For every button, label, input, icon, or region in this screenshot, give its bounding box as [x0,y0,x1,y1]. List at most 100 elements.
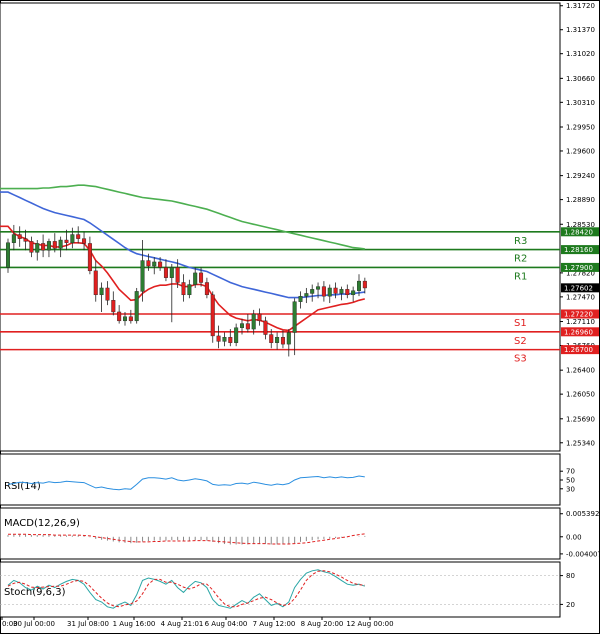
candle-bullish [187,284,192,296]
candle-bearish [52,241,57,249]
candle-bearish [228,337,233,343]
level-price-tag [561,227,599,237]
macd-panel: MACD(12,26,9) 0.005392 0.00 -0.004007 [0,507,600,560]
candle-bullish [122,316,127,322]
time-tick-label: 6 Aug 04:00 [205,620,248,628]
candle-bullish [304,293,309,297]
level-label-s2: S2 [514,336,527,347]
level-label-s1: S1 [514,318,527,329]
price-tick-label: 1.31720 [566,2,595,10]
ema-slow-line [0,184,365,250]
candle-bearish [29,241,34,253]
candle-bearish [128,316,133,322]
rsi-panel-frame [0,453,561,506]
candle-bearish [210,294,215,337]
level-price-tag [561,245,599,255]
candle-bullish [193,272,198,285]
macd-axis: 0.005392 0.00 -0.004007 [560,510,600,558]
stoch-tick-label: 80 [566,572,575,580]
candle-bullish [70,234,75,243]
price-tick-label: 1.27820 [566,269,595,277]
candle-bullish [5,242,10,268]
price-tick-label: 1.31020 [566,50,595,58]
candle-bearish [93,270,98,296]
price-tick-label: 1.26050 [566,391,595,399]
level-price-tag [561,345,599,355]
candle-bearish [105,287,110,301]
candle-bullish [46,241,51,251]
stochastic-lines [7,569,365,609]
candle-bearish [245,323,250,330]
time-tick-label: 1 Aug 16:00 [113,620,156,628]
level-price-tag-label: 1.27220 [564,310,593,318]
current-price-label: 1.27602 [564,284,593,292]
stoch-tick-label: 20 [566,601,575,609]
price-panel: 1.31720 1.31370 1.31020 1.30660 1.30310 1.299… [0,2,599,452]
stoch-d-series [7,570,365,608]
macd-tick-label: -0.004007 [566,550,600,558]
macd-tick-label: 0.005392 [566,510,599,518]
candle-bearish [158,261,163,268]
level-label-r1: R1 [514,271,527,282]
level-label-s3: S3 [514,354,527,365]
price-tick-label: 1.28530 [566,221,595,229]
candle-bullish [351,290,356,296]
time-tick-label: 8 Aug 20:00 [301,620,344,628]
macd-panel-frame [0,507,561,560]
macd-tick-label: 0.00 [566,533,582,541]
candle-bullish [134,291,139,322]
candlesticks [5,224,367,357]
ema-mid-line [0,191,365,299]
candle-bearish [64,239,69,243]
candle-bearish [111,300,116,313]
candle-bullish [99,287,104,296]
level-label-r2: R2 [514,254,527,265]
level-price-tag-label: 1.28420 [564,228,593,236]
macd-histogram [7,534,366,545]
candle-bullish [251,313,256,330]
candle-bearish [204,282,209,296]
candle-bullish [298,295,303,302]
price-tick-label: 1.28890 [566,196,595,204]
candle-bearish [321,286,326,297]
candle-bullish [11,234,16,243]
price-tick-label: 1.30660 [566,75,595,83]
candle-bearish [199,272,204,283]
price-tick-label: 1.25690 [566,415,595,423]
price-tick-label: 1.31370 [566,26,595,34]
level-price-tag-label: 1.26700 [564,346,593,354]
price-tick-label: 1.27110 [566,318,595,326]
macd-title: MACD(12,26,9) [4,518,80,529]
candle-bearish [82,238,87,244]
time-tick-label: 4 Aug 21:01 [161,620,204,628]
rsi-series [7,475,365,491]
candle-bearish [41,243,46,251]
level-label-r3: R3 [514,236,527,247]
time-tick-label: 0:00 [2,620,18,628]
rsi-tick-label: 30 [566,485,575,493]
candle-bullish [234,327,239,343]
rsi-tick-label: 50 [566,477,575,485]
candle-bullish [275,337,280,343]
candle-bearish [362,280,367,289]
stochastic-title: Stoch(9,6,3) [4,587,66,598]
candle-bearish [269,334,274,343]
candle-bearish [181,282,186,296]
candle-bullish [222,337,227,342]
candle-bullish [58,239,63,249]
candle-bearish [216,335,221,342]
level-price-tag-label: 1.26960 [564,328,593,336]
level-price-tag [561,327,599,337]
current-price-tag [561,283,599,293]
candle-bearish [76,234,81,239]
candle-bullish [292,301,297,333]
candle-bullish [310,289,315,294]
time-tick-label: 31 Jul 08:00 [67,620,109,628]
candle-bullish [286,332,291,345]
candle-bullish [357,280,362,291]
candle-bearish [87,243,92,272]
stochastic-panel: Stoch(9,6,3) 80 20 [0,561,575,618]
